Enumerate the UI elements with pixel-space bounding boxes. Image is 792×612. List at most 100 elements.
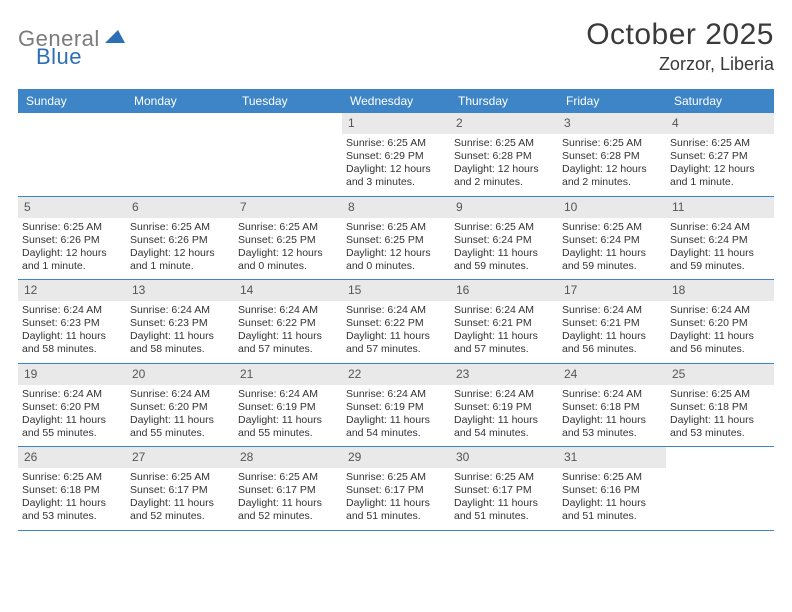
day-cell: 6Sunrise: 6:25 AMSunset: 6:26 PMDaylight… [126,197,234,280]
sunset-text: Sunset: 6:18 PM [562,401,662,414]
day-cell [666,447,774,530]
sunset-text: Sunset: 6:20 PM [130,401,230,414]
daylight-text: and 53 minutes. [562,427,662,440]
day-of-week-header: Sunday Monday Tuesday Wednesday Thursday… [18,89,774,113]
day-cell: 10Sunrise: 6:25 AMSunset: 6:24 PMDayligh… [558,197,666,280]
daylight-text: Daylight: 11 hours [22,414,122,427]
daylight-text: and 57 minutes. [454,343,554,356]
day-number: 19 [18,364,126,385]
daylight-text: Daylight: 11 hours [238,497,338,510]
daylight-text: and 1 minute. [670,176,770,189]
day-cell: 11 Sunrise: 6:24 AMSunset: 6:24 PMDayligh… [666,197,774,280]
sunrise-text: Sunrise: 6:24 AM [130,388,230,401]
day-details: Sunrise: 6:24 AMSunset: 6:19 PMDaylight:… [454,388,554,441]
sunrise-text: Sunrise: 6:25 AM [22,471,122,484]
day-details: Sunrise: 6:25 AMSunset: 6:16 PMDaylight:… [562,471,662,524]
sunset-text: Sunset: 6:28 PM [562,150,662,163]
daylight-text: Daylight: 11 hours [562,247,662,260]
sunset-text: Sunset: 6:26 PM [22,234,122,247]
day-number: 29 [342,447,450,468]
daylight-text: and 58 minutes. [22,343,122,356]
sunset-text: Sunset: 6:25 PM [346,234,446,247]
day-number: 11 [666,197,774,218]
day-number: 16 [450,280,558,301]
day-details: Sunrise: 6:25 AMSunset: 6:17 PMDaylight:… [346,471,446,524]
daylight-text: Daylight: 12 hours [130,247,230,260]
day-details: Sunrise: 6:25 AMSunset: 6:17 PMDaylight:… [454,471,554,524]
sunrise-text: Sunrise: 6:25 AM [22,221,122,234]
day-cell: 2Sunrise: 6:25 AMSunset: 6:28 PMDaylight… [450,113,558,196]
sunrise-text: Sunrise: 6:24 AM [130,304,230,317]
day-details: Sunrise: 6:24 AMSunset: 6:20 PMDaylight:… [130,388,230,441]
brand-word-2: Blue [36,44,82,69]
day-details: Sunrise: 6:24 AMSunset: 6:20 PMDaylight:… [670,304,770,357]
sunset-text: Sunset: 6:22 PM [238,317,338,330]
day-details: Sunrise: 6:25 AMSunset: 6:27 PMDaylight:… [670,137,770,190]
sunset-text: Sunset: 6:22 PM [346,317,446,330]
day-details: Sunrise: 6:24 AMSunset: 6:19 PMDaylight:… [238,388,338,441]
daylight-text: and 54 minutes. [454,427,554,440]
day-number: 14 [234,280,342,301]
day-cell: 17Sunrise: 6:24 AMSunset: 6:21 PMDayligh… [558,280,666,363]
sunset-text: Sunset: 6:21 PM [562,317,662,330]
day-cell: 18Sunrise: 6:24 AMSunset: 6:20 PMDayligh… [666,280,774,363]
dow-wednesday: Wednesday [342,89,450,113]
daylight-text: and 0 minutes. [238,260,338,273]
week-row: 19Sunrise: 6:24 AMSunset: 6:20 PMDayligh… [18,364,774,448]
day-details: Sunrise: 6:25 AMSunset: 6:18 PMDaylight:… [22,471,122,524]
sunset-text: Sunset: 6:23 PM [130,317,230,330]
day-number: 4 [666,113,774,134]
daylight-text: Daylight: 12 hours [22,247,122,260]
day-details: Sunrise: 6:24 AMSunset: 6:24 PMDaylight:… [670,221,770,274]
sunset-text: Sunset: 6:16 PM [562,484,662,497]
sunrise-text: Sunrise: 6:25 AM [238,471,338,484]
week-row: 5Sunrise: 6:25 AMSunset: 6:26 PMDaylight… [18,197,774,281]
daylight-text: Daylight: 11 hours [454,414,554,427]
sunset-text: Sunset: 6:26 PM [130,234,230,247]
daylight-text: Daylight: 12 hours [238,247,338,260]
daylight-text: Daylight: 11 hours [670,330,770,343]
day-number: 13 [126,280,234,301]
daylight-text: Daylight: 11 hours [454,497,554,510]
day-cell: 7 Sunrise: 6:25 AMSunset: 6:25 PMDaylight… [234,197,342,280]
sunrise-text: Sunrise: 6:25 AM [562,137,662,150]
daylight-text: and 56 minutes. [562,343,662,356]
daylight-text: and 55 minutes. [130,427,230,440]
day-cell: 24Sunrise: 6:24 AMSunset: 6:18 PMDayligh… [558,364,666,447]
day-number: 7 [234,197,342,218]
day-details: Sunrise: 6:24 AMSunset: 6:21 PMDaylight:… [454,304,554,357]
sunset-text: Sunset: 6:18 PM [670,401,770,414]
day-number: 31 [558,447,666,468]
day-cell: 21Sunrise: 6:24 AMSunset: 6:19 PMDayligh… [234,364,342,447]
daylight-text: and 53 minutes. [670,427,770,440]
daylight-text: Daylight: 11 hours [130,414,230,427]
day-number: 5 [18,197,126,218]
day-number: 24 [558,364,666,385]
daylight-text: and 2 minutes. [562,176,662,189]
sunrise-text: Sunrise: 6:25 AM [562,221,662,234]
daylight-text: Daylight: 11 hours [454,247,554,260]
calendar: Sunday Monday Tuesday Wednesday Thursday… [18,89,774,531]
day-cell: 12Sunrise: 6:24 AMSunset: 6:23 PMDayligh… [18,280,126,363]
daylight-text: Daylight: 12 hours [454,163,554,176]
day-cell [234,113,342,196]
day-number: 28 [234,447,342,468]
daylight-text: Daylight: 11 hours [22,497,122,510]
daylight-text: Daylight: 12 hours [562,163,662,176]
day-number: 20 [126,364,234,385]
day-details: Sunrise: 6:25 AMSunset: 6:17 PMDaylight:… [238,471,338,524]
day-number: 26 [18,447,126,468]
sunrise-text: Sunrise: 6:24 AM [238,388,338,401]
week-row: 12Sunrise: 6:24 AMSunset: 6:23 PMDayligh… [18,280,774,364]
dow-tuesday: Tuesday [234,89,342,113]
daylight-text: and 52 minutes. [238,510,338,523]
dow-thursday: Thursday [450,89,558,113]
day-details: Sunrise: 6:25 AMSunset: 6:25 PMDaylight:… [238,221,338,274]
sunrise-text: Sunrise: 6:25 AM [238,221,338,234]
day-details: Sunrise: 6:25 AMSunset: 6:26 PMDaylight:… [22,221,122,274]
sunrise-text: Sunrise: 6:25 AM [346,471,446,484]
day-number: 22 [342,364,450,385]
day-number: 27 [126,447,234,468]
day-cell: 28 Sunrise: 6:25 AMSunset: 6:17 PMDayligh… [234,447,342,530]
day-details: Sunrise: 6:24 AMSunset: 6:22 PMDaylight:… [238,304,338,357]
